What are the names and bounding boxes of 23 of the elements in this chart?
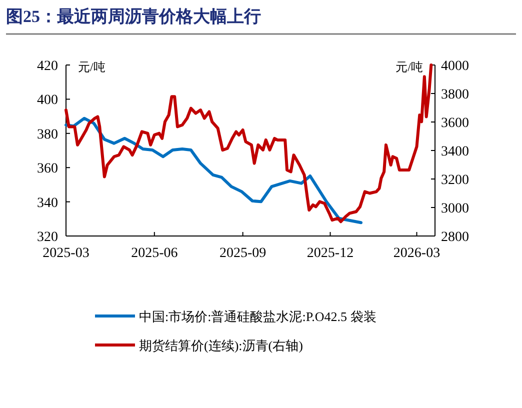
y-tick-label: 320 <box>37 230 58 245</box>
y-tick-label: 380 <box>37 127 58 142</box>
y2-tick-label: 3000 <box>441 202 469 216</box>
title: 图25：最近两周沥青价格大幅上行 <box>6 7 261 26</box>
x-tick-label: 2025-06 <box>131 246 178 261</box>
y-tick-label: 400 <box>37 93 58 108</box>
y2-tick-label: 3800 <box>441 88 469 102</box>
x-tick-label: 2025-12 <box>306 246 354 261</box>
y2-tick-label: 3400 <box>441 144 469 160</box>
y2-tick-label: 4000 <box>441 59 469 74</box>
y-axis-title: 元/吨 <box>78 60 106 74</box>
y2-tick-label: 3600 <box>441 116 469 131</box>
y2-tick-label: 2800 <box>441 230 469 245</box>
legend-label: 期货结算价(连续):沥青(右轴) <box>139 338 303 353</box>
x-tick-label: 2026-03 <box>393 246 440 261</box>
x-tick-label: 2025-03 <box>42 246 90 261</box>
x-tick-label: 2025-09 <box>219 246 266 261</box>
y-tick-label: 340 <box>37 196 58 211</box>
y-tick-label: 360 <box>37 162 58 177</box>
y2-axis-title: 元/吨 <box>396 60 423 74</box>
y-tick-label: 420 <box>37 59 58 74</box>
legend-label: 中国:市场价:普通硅酸盐水泥:P.O42.5 袋装 <box>139 309 376 324</box>
y2-tick-label: 3200 <box>441 173 469 188</box>
